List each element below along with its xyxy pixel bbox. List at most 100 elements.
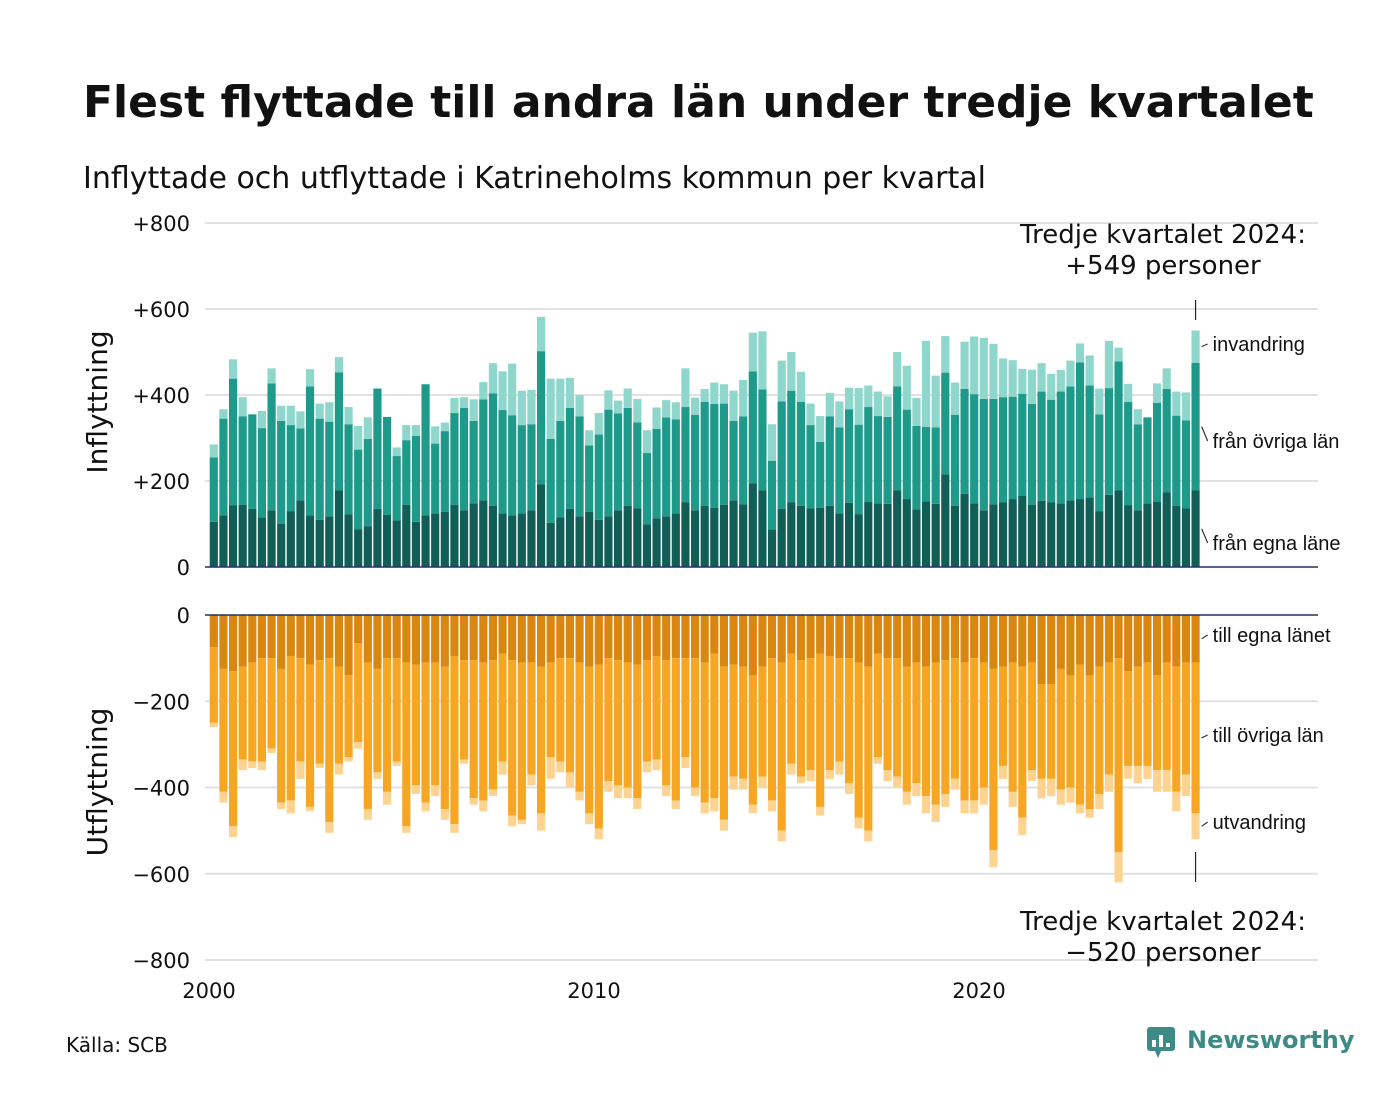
outflow-bar-till-övriga-län bbox=[459, 660, 469, 760]
outflow-bar-till-övriga-län bbox=[373, 668, 382, 773]
inflow-bar-från-egna-läne bbox=[344, 514, 353, 567]
outflow-bar-till-egna-länet bbox=[469, 615, 478, 661]
inflow-bar-från-övriga-län bbox=[305, 386, 315, 516]
inflow-bar-från-övriga-län bbox=[373, 388, 382, 509]
outflow-bar-utvandring bbox=[1056, 789, 1065, 805]
outflow-bar-utvandring bbox=[729, 776, 738, 790]
outflow-bar-till-övriga-län bbox=[719, 666, 729, 820]
outflow-bars bbox=[209, 615, 1200, 883]
outflow-bar-till-övriga-län bbox=[585, 666, 594, 814]
outflow-bar-till-övriga-län bbox=[1047, 684, 1056, 779]
outflow-bar-till-övriga-län bbox=[238, 666, 247, 760]
outflow-bar-till-övriga-län bbox=[893, 658, 902, 777]
inflow-bar-invandring bbox=[1162, 368, 1171, 389]
inflow-bar-invandring bbox=[960, 341, 969, 389]
outflow-bar-till-övriga-län bbox=[941, 660, 950, 794]
inflow-bar-från-övriga-län bbox=[248, 414, 257, 509]
outflow-bar-till-egna-länet bbox=[1027, 615, 1037, 663]
outflow-bar-till-egna-länet bbox=[479, 615, 488, 663]
inflow-bar-från-egna-läne bbox=[671, 513, 680, 567]
outflow-bar-till-egna-länet bbox=[835, 615, 844, 659]
inflow-bar-från-egna-läne bbox=[998, 502, 1008, 567]
inflow-bar-invandring bbox=[979, 337, 988, 399]
inflow-bar-från-egna-läne bbox=[1152, 501, 1162, 567]
inflow-bar-från-övriga-län bbox=[690, 414, 700, 511]
outflow-bar-till-övriga-län bbox=[883, 658, 892, 771]
inflow-bar-invandring bbox=[257, 410, 267, 429]
inflow-bar-från-egna-läne bbox=[1143, 503, 1152, 567]
outflow-bar-till-egna-länet bbox=[1104, 615, 1114, 663]
inflow-bar-från-övriga-län bbox=[1075, 362, 1085, 500]
inflow-bar-från-övriga-län bbox=[228, 378, 238, 506]
outflow-bar-utvandring bbox=[1114, 852, 1123, 883]
inflow-bar-invandring bbox=[941, 336, 950, 373]
outflow-bar-utvandring bbox=[421, 802, 430, 812]
outflow-bar-utvandring bbox=[748, 804, 757, 814]
inflow-bar-från-egna-läne bbox=[209, 521, 218, 567]
inflow-bar-från-övriga-län bbox=[488, 393, 498, 506]
inflow-bar-från-övriga-län bbox=[729, 420, 738, 501]
outflow-bar-till-övriga-län bbox=[902, 666, 911, 792]
inflow-bar-invandring bbox=[344, 407, 353, 425]
inflow-bar-invandring bbox=[354, 425, 363, 450]
outflow-bar-till-övriga-län bbox=[873, 653, 883, 758]
inflow-bar-invandring bbox=[633, 398, 642, 423]
inflow-bar-från-övriga-län bbox=[267, 383, 276, 511]
chart-subtitle: Inflyttade och utflyttade i Katrineholms… bbox=[83, 161, 986, 196]
outflow-bar-till-övriga-län bbox=[508, 660, 517, 816]
outflow-bar-till-egna-länet bbox=[257, 615, 267, 659]
inflow-bar-invandring bbox=[921, 340, 931, 427]
outflow-bar-till-egna-länet bbox=[1162, 615, 1171, 663]
inflow-bar-invandring bbox=[1191, 330, 1200, 363]
inflow-bar-invandring bbox=[411, 425, 421, 436]
inflow-bar-från-egna-läne bbox=[1066, 500, 1075, 567]
outflow-bar-till-övriga-län bbox=[690, 658, 700, 788]
outflow-bar-till-egna-länet bbox=[642, 615, 652, 661]
outflow-bar-till-egna-länet bbox=[1075, 615, 1085, 665]
outflow-bar-utvandring bbox=[1075, 804, 1085, 814]
outflow-bar-till-övriga-län bbox=[344, 675, 353, 758]
annotation-outflow-line1: Tredje kvartalet 2024: bbox=[1019, 907, 1306, 937]
inflow-bar-från-övriga-län bbox=[344, 424, 353, 515]
outflow-bar-till-egna-länet bbox=[623, 615, 632, 663]
outflow-bar-till-övriga-län bbox=[1018, 666, 1027, 818]
outflow-bar-till-övriga-län bbox=[546, 662, 555, 758]
outflow-bar-utvandring bbox=[1162, 770, 1171, 792]
outflow-bar-till-övriga-län bbox=[257, 658, 267, 762]
inflow-bar-invandring bbox=[238, 397, 247, 417]
outflow-bar-till-övriga-län bbox=[469, 660, 478, 799]
outflow-bar-utvandring bbox=[344, 757, 353, 762]
inflow-bar-från-egna-läne bbox=[1181, 508, 1191, 567]
outflow-bar-till-egna-länet bbox=[363, 615, 372, 663]
inflow-bar-från-övriga-län bbox=[508, 415, 517, 516]
inflow-bar-invandring bbox=[989, 343, 998, 399]
inflow-bar-från-egna-läne bbox=[373, 508, 382, 567]
outflow-bar-till-egna-länet bbox=[960, 615, 969, 663]
outflow-bar-till-egna-länet bbox=[1018, 615, 1027, 667]
inflow-bar-från-egna-läne bbox=[873, 503, 883, 567]
inflow-bar-från-egna-läne bbox=[498, 513, 507, 567]
inflow-bar-från-egna-läne bbox=[1008, 499, 1017, 567]
outflow-bar-till-egna-länet bbox=[565, 615, 575, 659]
inflow-bar-från-egna-läne bbox=[286, 511, 295, 567]
outflow-bar-utvandring bbox=[700, 802, 709, 814]
outflow-bar-utvandring bbox=[517, 819, 526, 825]
outflow-bar-utvandring bbox=[1008, 791, 1017, 807]
outflow-bar-till-övriga-län bbox=[277, 668, 286, 803]
inflow-bar-från-övriga-län bbox=[642, 453, 652, 525]
outflow-bar-utvandring bbox=[864, 830, 873, 842]
inflow-bar-invandring bbox=[642, 430, 652, 454]
outflow-bar-utvandring bbox=[565, 772, 575, 788]
outflow-bar-till-övriga-län bbox=[1172, 666, 1181, 792]
inflow-bar-från-egna-läne bbox=[277, 524, 286, 567]
outflow-bar-till-egna-länet bbox=[767, 615, 777, 659]
outflow-bar-utvandring bbox=[209, 722, 218, 728]
inflow-bar-från-egna-läne bbox=[970, 503, 979, 567]
inflow-bar-invandring bbox=[816, 416, 825, 442]
outflow-bar-utvandring bbox=[777, 830, 786, 842]
outflow-bar-till-övriga-län bbox=[411, 664, 421, 786]
inflow-bar-från-övriga-län bbox=[835, 427, 844, 514]
outflow-bar-till-egna-länet bbox=[739, 615, 748, 667]
outflow-bar-till-övriga-län bbox=[825, 655, 834, 771]
